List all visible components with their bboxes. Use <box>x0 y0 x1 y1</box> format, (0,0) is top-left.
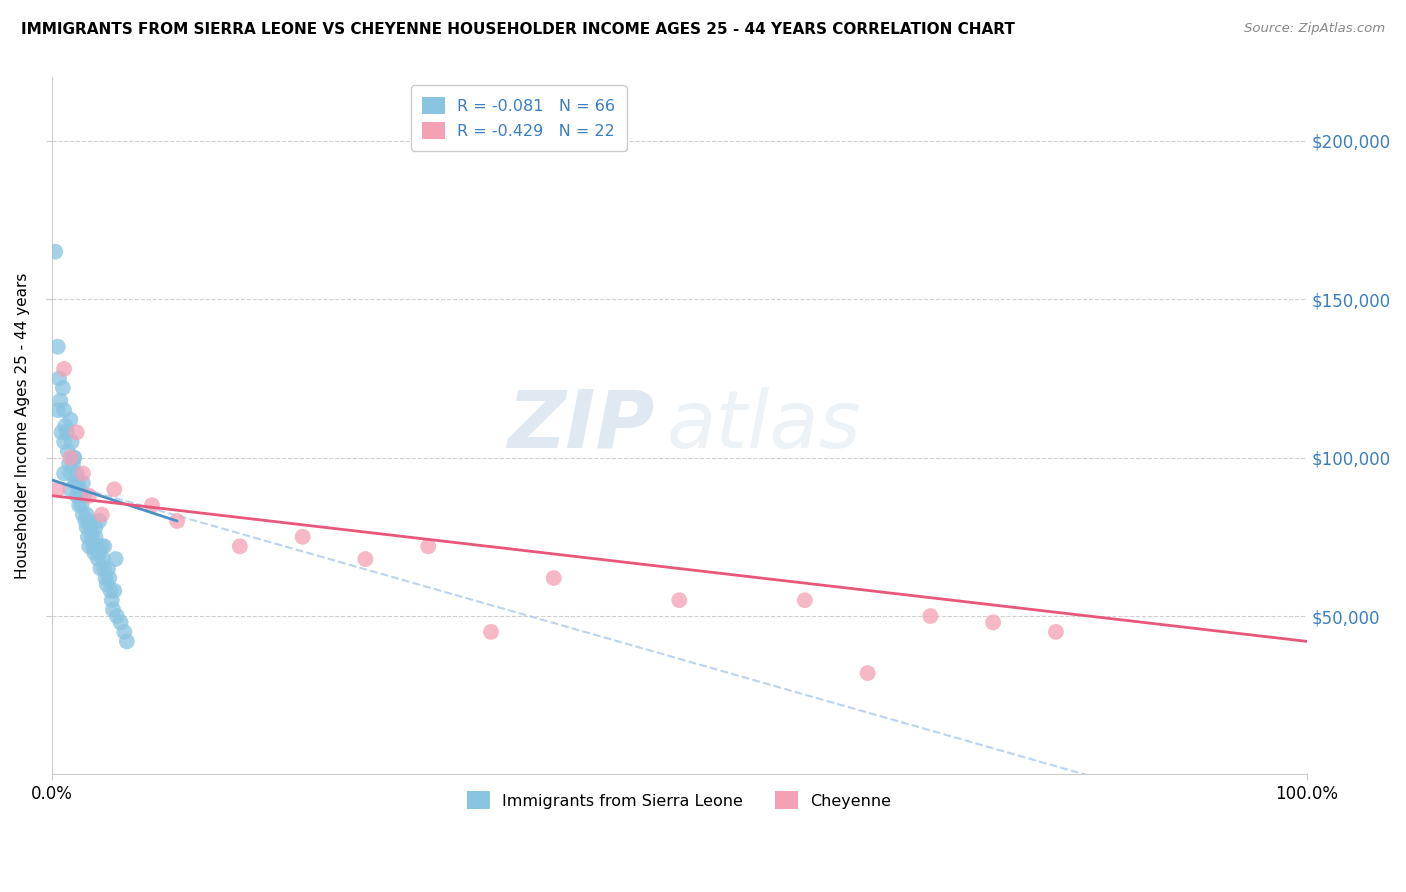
Point <box>53 434 76 449</box>
Text: atlas: atlas <box>666 387 862 465</box>
Point <box>96 577 118 591</box>
Point <box>89 514 111 528</box>
Point <box>1045 624 1067 639</box>
Legend: Immigrants from Sierra Leone, Cheyenne: Immigrants from Sierra Leone, Cheyenne <box>461 785 897 815</box>
Point <box>65 475 87 490</box>
Point <box>82 539 104 553</box>
Point <box>72 467 94 481</box>
Point <box>51 425 73 440</box>
Point <box>66 425 89 440</box>
Point <box>75 514 97 528</box>
Point <box>63 450 86 465</box>
Text: Source: ZipAtlas.com: Source: ZipAtlas.com <box>1244 22 1385 36</box>
Point <box>46 403 69 417</box>
Point <box>58 457 80 471</box>
Point <box>93 539 115 553</box>
Point <box>77 530 100 544</box>
Point <box>89 546 111 560</box>
Point <box>101 603 124 617</box>
Point <box>291 530 314 544</box>
Point <box>103 583 125 598</box>
Point <box>229 539 252 553</box>
Point <box>80 530 103 544</box>
Point <box>100 583 122 598</box>
Point <box>53 362 76 376</box>
Point <box>104 552 127 566</box>
Point <box>44 244 66 259</box>
Point <box>67 498 90 512</box>
Point <box>53 403 76 417</box>
Point <box>91 552 114 566</box>
Point <box>53 467 76 481</box>
Point <box>83 546 105 560</box>
Point <box>418 539 440 553</box>
Point <box>59 483 82 497</box>
Point <box>94 571 117 585</box>
Point <box>920 609 942 624</box>
Point <box>77 539 100 553</box>
Point <box>115 634 138 648</box>
Point <box>69 489 91 503</box>
Point <box>354 552 377 566</box>
Point <box>49 393 72 408</box>
Point <box>981 615 1004 630</box>
Point <box>76 508 98 522</box>
Point <box>77 514 100 528</box>
Point <box>48 371 70 385</box>
Point <box>479 624 502 639</box>
Point <box>70 498 93 512</box>
Point <box>101 593 124 607</box>
Point <box>86 539 108 553</box>
Point <box>73 489 96 503</box>
Point <box>141 498 163 512</box>
Point <box>79 520 101 534</box>
Point <box>84 520 107 534</box>
Point <box>103 483 125 497</box>
Point <box>72 475 94 490</box>
Point <box>543 571 565 585</box>
Y-axis label: Householder Income Ages 25 - 44 years: Householder Income Ages 25 - 44 years <box>15 273 30 579</box>
Point <box>66 489 89 503</box>
Point <box>66 475 89 490</box>
Point <box>53 419 76 434</box>
Point <box>90 508 112 522</box>
Point <box>793 593 815 607</box>
Point <box>166 514 188 528</box>
Text: ZIP: ZIP <box>506 387 654 465</box>
Point <box>77 489 100 503</box>
Point <box>112 624 135 639</box>
Point <box>55 425 77 440</box>
Point <box>59 412 82 426</box>
Point <box>56 444 79 458</box>
Point <box>84 530 107 544</box>
Point <box>59 450 82 465</box>
Point <box>76 520 98 534</box>
Point <box>66 467 89 481</box>
Point <box>97 561 120 575</box>
Point <box>67 483 90 497</box>
Point <box>87 552 110 566</box>
Point <box>60 434 83 449</box>
Point <box>90 539 112 553</box>
Point <box>46 483 69 497</box>
Point <box>110 615 132 630</box>
Point <box>856 666 879 681</box>
Point <box>89 561 111 575</box>
Point <box>72 508 94 522</box>
Point <box>59 467 82 481</box>
Point <box>98 571 121 585</box>
Point <box>62 457 84 471</box>
Point <box>668 593 690 607</box>
Point <box>63 450 86 465</box>
Text: IMMIGRANTS FROM SIERRA LEONE VS CHEYENNE HOUSEHOLDER INCOME AGES 25 - 44 YEARS C: IMMIGRANTS FROM SIERRA LEONE VS CHEYENNE… <box>21 22 1015 37</box>
Point <box>46 340 69 354</box>
Point <box>52 381 75 395</box>
Point <box>93 561 115 575</box>
Point <box>105 609 128 624</box>
